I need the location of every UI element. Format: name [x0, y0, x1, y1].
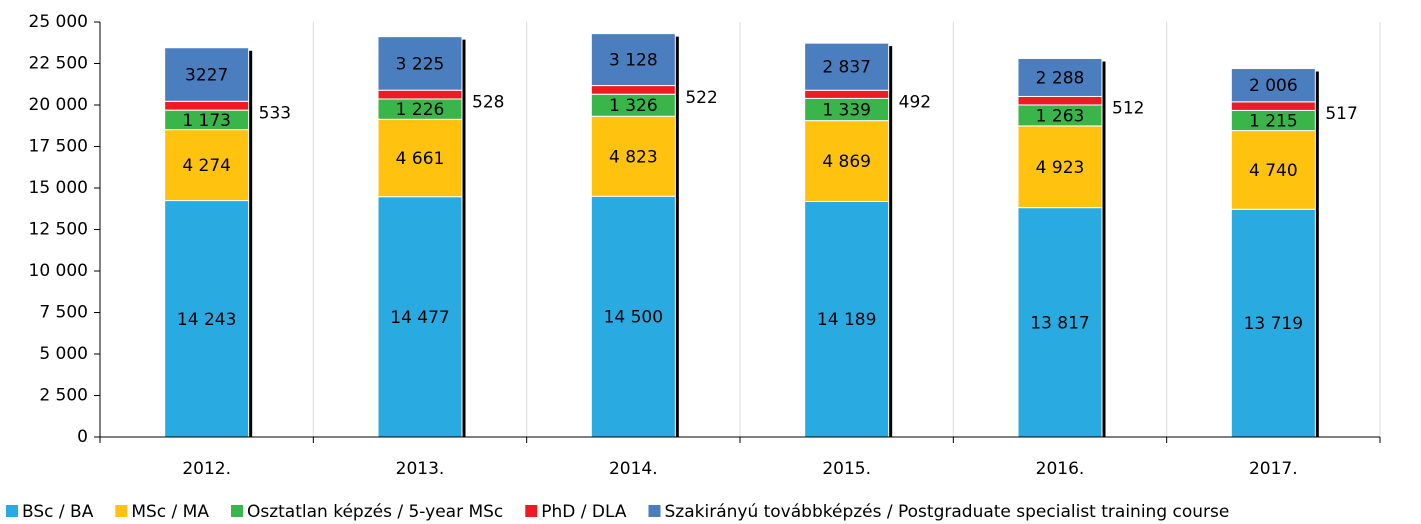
y-tick-label: 17 500 — [29, 137, 88, 157]
bar-segment — [1230, 101, 1316, 111]
bar-segment — [590, 195, 676, 438]
data-label: 4 740 — [1249, 161, 1298, 181]
data-label: 2 288 — [1036, 68, 1085, 88]
data-label: 2 837 — [822, 58, 871, 78]
data-label: 3 225 — [396, 54, 445, 74]
data-label: 1 263 — [1036, 106, 1085, 126]
bar-segment — [590, 115, 676, 197]
bar-segment — [1230, 68, 1316, 103]
data-label: 2 006 — [1249, 76, 1298, 96]
data-label: 3 128 — [609, 51, 658, 71]
data-label: 4 869 — [822, 152, 871, 172]
x-tick-label: 2013. — [396, 459, 445, 479]
data-label: 1 215 — [1249, 111, 1298, 131]
data-label: 522 — [685, 88, 717, 108]
data-label: 14 243 — [177, 310, 236, 330]
y-tick-label: 12 500 — [29, 220, 88, 240]
legend-swatch — [648, 505, 661, 517]
bar-segment — [377, 36, 463, 91]
bar-segment — [804, 89, 890, 99]
x-tick-label: 2012. — [182, 459, 231, 479]
legend-label: Szakirányú továbbképzés / Postgraduate s… — [665, 502, 1230, 522]
data-label: 4 923 — [1036, 158, 1085, 178]
y-tick-label: 15 000 — [29, 178, 88, 198]
data-label: 1 326 — [609, 96, 658, 116]
legend-swatch — [6, 505, 18, 517]
legend-label: MSc / MA — [131, 502, 209, 522]
data-label: 4 274 — [182, 156, 231, 176]
data-label: 4 661 — [396, 149, 445, 169]
bar-segment — [804, 200, 890, 438]
legend-swatch — [525, 505, 538, 517]
y-tick-label: 7 500 — [39, 303, 88, 323]
y-tick-label: 25 000 — [29, 12, 88, 32]
bar-segment — [1017, 207, 1103, 438]
y-tick-label: 5 000 — [39, 344, 88, 364]
bar-segment — [1230, 130, 1316, 210]
legend-swatch — [230, 505, 243, 517]
bar-segment — [164, 100, 250, 111]
data-label: 517 — [1325, 104, 1357, 124]
y-tick-label: 0 — [77, 427, 88, 447]
bar-segment — [1017, 95, 1103, 106]
data-label: 512 — [1112, 99, 1144, 119]
x-tick-label: 2015. — [822, 459, 871, 479]
data-label: 14 500 — [604, 308, 663, 328]
bar-segment — [377, 118, 463, 198]
bar-segment — [804, 120, 890, 202]
legend-label: Osztatlan képzés / 5-year MSc — [247, 502, 503, 522]
bar-segment — [164, 200, 250, 438]
legend-swatch — [115, 505, 128, 517]
data-label: 492 — [899, 92, 931, 112]
data-label: 1 226 — [396, 100, 445, 120]
bar-segment — [164, 47, 250, 102]
x-tick-label: 2017. — [1249, 459, 1298, 479]
bar-segment — [1017, 125, 1103, 209]
bar-segment — [590, 33, 676, 87]
bar-segment — [804, 42, 890, 91]
y-tick-label: 2 500 — [39, 386, 88, 406]
data-label: 1 173 — [182, 111, 231, 131]
data-label: 14 477 — [390, 308, 449, 328]
data-label: 13 817 — [1030, 313, 1089, 333]
bar-segment — [1017, 57, 1103, 97]
data-label: 13 719 — [1244, 314, 1303, 334]
x-tick-label: 2016. — [1036, 459, 1085, 479]
y-tick-label: 22 500 — [29, 54, 88, 74]
data-label: 3227 — [185, 66, 228, 86]
bar-segment — [590, 85, 676, 95]
data-label: 1 339 — [822, 101, 871, 121]
data-label: 528 — [472, 93, 504, 113]
y-tick-label: 20 000 — [29, 95, 88, 115]
x-tick-label: 2014. — [609, 459, 658, 479]
legend-label: PhD / DLA — [541, 502, 627, 522]
data-label: 4 823 — [609, 147, 658, 167]
bar-segment — [164, 129, 250, 202]
data-label: 14 189 — [817, 310, 876, 330]
bar-segment — [377, 89, 463, 100]
y-tick-label: 10 000 — [29, 261, 88, 281]
bar-segment — [1230, 208, 1316, 438]
data-label: 533 — [259, 104, 291, 124]
legend-label: BSc / BA — [22, 502, 94, 522]
